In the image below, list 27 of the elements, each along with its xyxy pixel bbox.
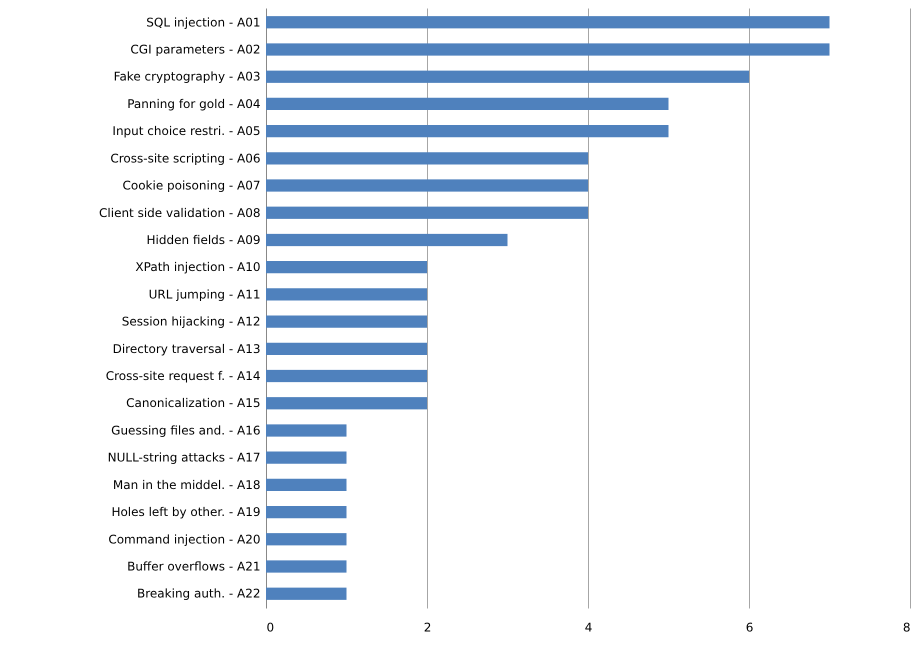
y-tick-label: Canonicalization - A15 bbox=[126, 396, 260, 410]
x-tick-label: 4 bbox=[584, 620, 592, 634]
y-tick-label: Cross-site request f. - A14 bbox=[106, 369, 260, 384]
y-tick-label: Man in the middel. - A18 bbox=[112, 478, 260, 492]
y-tick-label: Panning for gold - A04 bbox=[127, 96, 260, 111]
y-tick-label: NULL-string attacks - A17 bbox=[108, 450, 260, 465]
y-tick-label: Input choice restri. - A05 bbox=[112, 124, 260, 138]
y-tick-label: Session hijacking - A12 bbox=[122, 314, 260, 329]
y-tick-label: Fake cryptography - A03 bbox=[114, 70, 260, 84]
y-tick-label: Client side validation - A08 bbox=[99, 206, 260, 220]
x-tick-label: 2 bbox=[424, 620, 432, 634]
y-tick-label: CGI parameters - A02 bbox=[130, 42, 260, 56]
y-tick-label: Cross-site scripting - A06 bbox=[110, 151, 260, 166]
y-tick-label: Cookie poisoning - A07 bbox=[122, 178, 260, 193]
x-tick-label: 8 bbox=[902, 620, 910, 634]
y-tick-label: XPath injection - A10 bbox=[135, 260, 260, 274]
y-tick-label: Breaking auth. - A22 bbox=[137, 586, 260, 601]
y-tick-label: SQL injection - A01 bbox=[146, 15, 260, 30]
y-tick-label: Hidden fields - A09 bbox=[146, 232, 260, 247]
x-tick-label: 6 bbox=[746, 620, 754, 634]
y-tick-label: Command injection - A20 bbox=[108, 532, 260, 546]
y-tick-label: Holes left by other. - A19 bbox=[111, 505, 260, 520]
y-tick-label: Guessing files and. - A16 bbox=[111, 423, 260, 438]
y-tick-label: Directory traversal - A13 bbox=[112, 342, 260, 356]
y-tick-label: Buffer overflows - A21 bbox=[127, 560, 260, 574]
y-tick-label: URL jumping - A11 bbox=[148, 287, 260, 302]
x-tick-label: 0 bbox=[266, 620, 274, 634]
